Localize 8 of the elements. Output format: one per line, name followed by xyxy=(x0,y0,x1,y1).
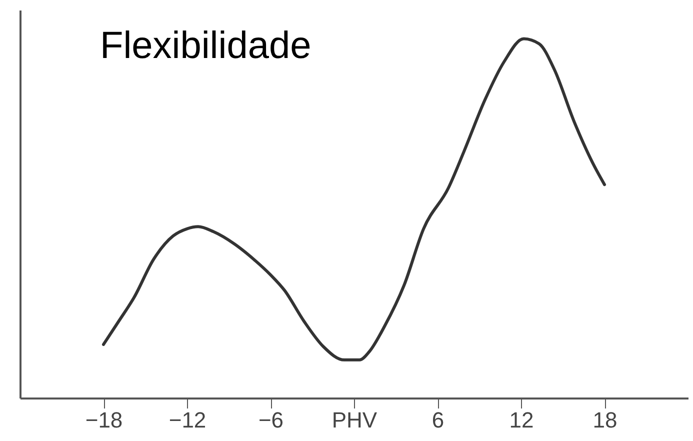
x-tick-label: PHV xyxy=(332,408,378,432)
x-tick-label: −12 xyxy=(168,408,206,432)
x-tick-label: 6 xyxy=(432,408,444,432)
x-tick-label: −6 xyxy=(258,408,284,432)
x-tick-label: −18 xyxy=(85,408,123,432)
x-tick-label: 18 xyxy=(592,408,618,432)
x-tick-label: 12 xyxy=(509,408,534,432)
chart-title: Flexibilidade xyxy=(100,25,312,67)
